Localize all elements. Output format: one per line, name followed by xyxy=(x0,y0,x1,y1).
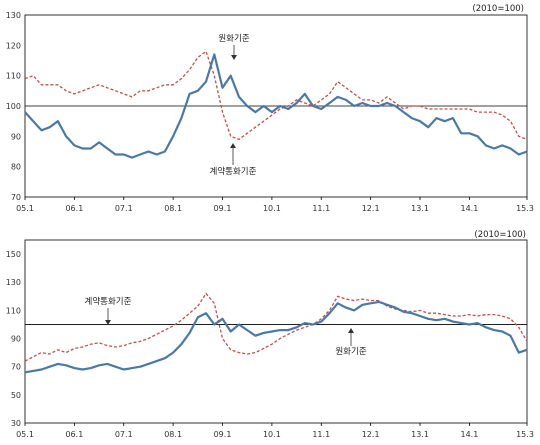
chart-top-x-tick-label: 09.1 xyxy=(214,204,232,213)
chart-top-x-tick-label: 06.1 xyxy=(65,204,83,213)
chart-top-y-tick-label: 80 xyxy=(11,163,21,172)
chart-bottom-annotation-won: 원화기준 xyxy=(335,328,367,357)
chart-bottom-series-contract-currency xyxy=(24,292,528,362)
chart-top-annotation-won-arrowhead xyxy=(231,55,237,60)
chart-bottom-y-tick-label: 130 xyxy=(6,278,21,287)
chart-bottom-x-tick-label: 11.1 xyxy=(312,430,330,439)
chart-top-annotation-contract-text: 계약통화기준 xyxy=(210,166,257,177)
chart-bottom-x-tick-label: 15.3 xyxy=(516,430,534,439)
chart-bottom-plot-area xyxy=(24,239,528,424)
chart-top-annotation-won-text: 원화기준 xyxy=(218,34,249,44)
chart-top-y-tick-label: 110 xyxy=(6,72,21,81)
chart-bottom-unit-label: (2010=100) xyxy=(474,230,526,240)
chart-bottom-x-tick-label: 14.1 xyxy=(460,430,478,439)
chart-top-unit-label: (2010=100) xyxy=(472,4,524,14)
chart-bottom-y-tick-label: 90 xyxy=(11,335,21,344)
chart-bottom-y-tick-label: 50 xyxy=(11,391,21,400)
chart-top-y-tick-label: 90 xyxy=(11,132,21,141)
chart-top-x-tick-label: 11.1 xyxy=(312,204,330,213)
chart-bottom: (2010=100) 30 50 70 90 110 130 150 05.1 06.1 07.… xyxy=(6,230,534,439)
chart-bottom-x-tick-label: 08.1 xyxy=(164,430,182,439)
chart-bottom-x-axis: 05.1 06.1 07.1 08.1 09.1 10.1 11.1 12.1 13.1 14.1… xyxy=(16,423,534,439)
chart-bottom-annotation-contract-arrowhead xyxy=(105,320,111,325)
chart-bottom-x-tick-label: 13.1 xyxy=(411,430,429,439)
chart-bottom-annotation-won-arrowhead xyxy=(348,328,354,333)
chart-top-series-contract-currency xyxy=(24,50,528,141)
chart-top-annotation-contract-arrowhead xyxy=(230,143,236,148)
chart-top-x-tick-label: 05.1 xyxy=(16,204,34,213)
chart-top-x-tick-label: 10.1 xyxy=(263,204,281,213)
chart-bottom-annotation-won-text: 원화기준 xyxy=(335,347,366,357)
chart-bottom-x-tick-label: 10.1 xyxy=(263,430,281,439)
chart-bottom-y-tick-label: 110 xyxy=(6,306,21,315)
chart-bottom-x-tick-label: 07.1 xyxy=(115,430,133,439)
chart-bottom-x-tick-label: 12.1 xyxy=(362,430,380,439)
chart-top-x-axis: 05.1 06.1 07.1 08.1 09.1 10.1 11.1 12.1 13.1 14.1… xyxy=(16,197,534,213)
chart-bottom-annotation-contract-text: 계약통화기준 xyxy=(85,296,132,307)
chart-top-x-tick-label: 12.1 xyxy=(362,204,380,213)
chart-bottom-y-tick-label: 70 xyxy=(11,363,21,372)
chart-top-x-tick-label: 08.1 xyxy=(164,204,182,213)
chart-top: (2010=100) 70 80 90 100 110 120 130 05.1 06.1 07… xyxy=(6,4,534,213)
chart-bottom-x-tick-label: 06.1 xyxy=(65,430,83,439)
chart-top-y-tick-label: 120 xyxy=(6,41,21,50)
chart-top-y-tick-label: 70 xyxy=(11,193,21,202)
chart-top-annotation-contract: 계약통화기준 xyxy=(210,143,257,177)
chart-bottom-annotation-contract: 계약통화기준 xyxy=(85,296,132,325)
chart-top-y-tick-label: 100 xyxy=(6,102,21,111)
chart-top-x-tick-label: 15.3 xyxy=(516,204,534,213)
chart-top-y-axis: 70 80 90 100 110 120 130 xyxy=(6,11,21,202)
chart-bottom-x-tick-label: 09.1 xyxy=(214,430,232,439)
chart-top-x-tick-label: 07.1 xyxy=(115,204,133,213)
chart-top-y-tick-label: 130 xyxy=(6,11,21,20)
chart-top-x-tick-label: 13.1 xyxy=(411,204,429,213)
chart-bottom-series-won xyxy=(24,300,528,374)
chart-bottom-x-tick-label: 05.1 xyxy=(16,430,34,439)
chart-bottom-y-axis: 30 50 70 90 110 130 150 xyxy=(6,250,21,428)
chart-top-annotation-won: 원화기준 xyxy=(218,34,250,60)
chart-top-series-won xyxy=(24,53,528,159)
chart-top-x-tick-label: 14.1 xyxy=(460,204,478,213)
chart-bottom-y-tick-label: 150 xyxy=(6,250,21,259)
chart-bottom-y-tick-label: 30 xyxy=(11,419,21,428)
